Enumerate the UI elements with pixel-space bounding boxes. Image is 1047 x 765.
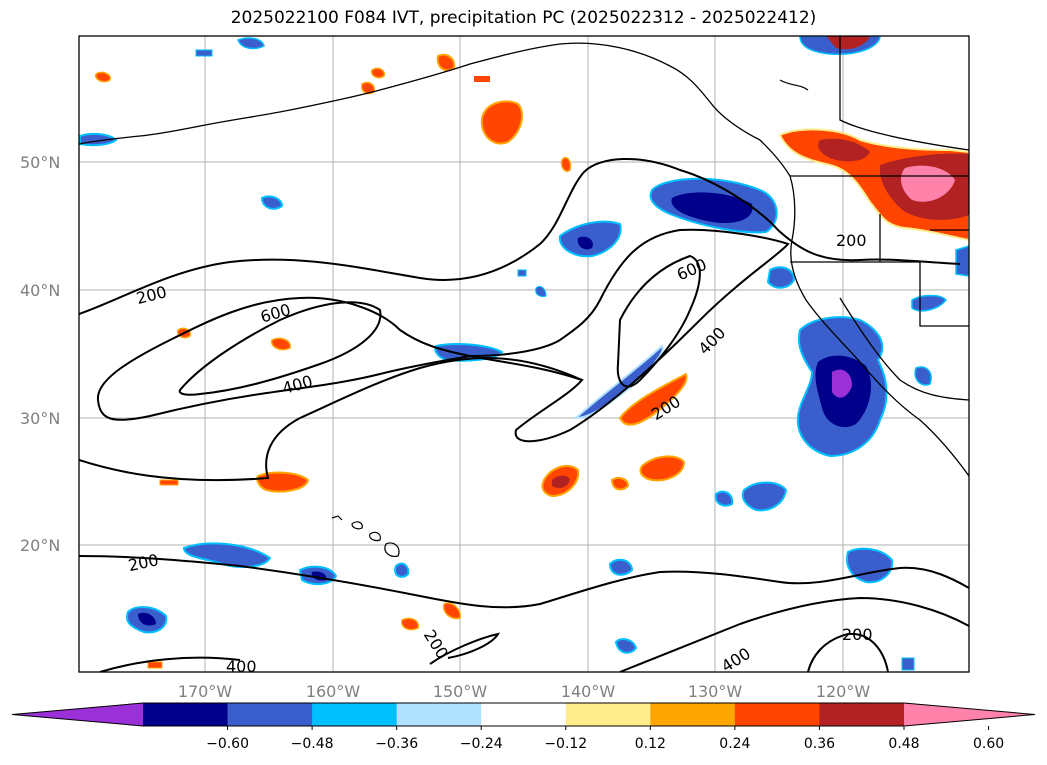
colorbar-tick-label: 0.60 <box>973 736 1004 752</box>
colorbar: −0.60 −0.48 −0.36 −0.24 −0.12 0.12 0.24 0.36 0.4… <box>11 702 1036 752</box>
colorbar-outline <box>11 702 1036 727</box>
lat-label-50n: 50°N <box>20 153 60 172</box>
map-title: 2025022100 F084 IVT, precipitation PC (2… <box>230 8 817 28</box>
colorbar-extend-min <box>12 703 143 726</box>
colorbar-tick-label: −0.36 <box>375 736 418 752</box>
colorbar-swatch <box>481 703 567 726</box>
colorbar-tick-label: 0.36 <box>804 736 835 752</box>
longitude-labels: 170°W 160°W 150°W 140°W 130°W 120°W <box>178 682 871 701</box>
colorbar-swatch <box>819 703 905 726</box>
colorbar-tick-label: −0.60 <box>206 736 249 752</box>
lon-label-150w: 150°W <box>433 682 488 701</box>
colorbar-tick-label: 0.24 <box>719 736 750 752</box>
colorbar-swatch <box>650 703 736 726</box>
colorbar-swatch <box>143 703 229 726</box>
precip-positive-anomalies <box>95 53 969 669</box>
latitude-labels: 50°N 40°N 30°N 20°N <box>20 153 60 555</box>
contour-label: 400 <box>226 657 257 676</box>
lon-label-160w: 160°W <box>306 682 361 701</box>
contour-label: 200 <box>842 625 873 644</box>
colorbar-tick-label: 0.48 <box>888 736 919 752</box>
map-frame <box>78 35 970 673</box>
colorbar-tick-label: −0.12 <box>544 736 587 752</box>
lon-label-170w: 170°W <box>178 682 233 701</box>
colorbar-swatch <box>227 703 313 726</box>
colorbar-swatch <box>565 703 651 726</box>
colorbar-swatch <box>734 703 820 726</box>
lon-label-140w: 140°W <box>561 682 616 701</box>
colorbar-tick-label: 0.12 <box>635 736 666 752</box>
colorbar-extend-max <box>904 703 1035 726</box>
contour-label: 200 <box>836 231 867 250</box>
lat-label-30n: 30°N <box>20 409 60 428</box>
lon-label-120w: 120°W <box>816 682 871 701</box>
colorbar-swatch <box>396 703 482 726</box>
colorbar-tick-label: −0.24 <box>460 736 503 752</box>
colorbar-swatch <box>312 703 398 726</box>
lat-label-40n: 40°N <box>20 281 60 300</box>
colorbar-tick-label: −0.48 <box>291 736 334 752</box>
lon-label-130w: 130°W <box>688 682 743 701</box>
ivt-contours <box>79 157 969 672</box>
islands <box>331 79 809 557</box>
coastlines <box>79 36 969 477</box>
lat-label-20n: 20°N <box>20 536 60 555</box>
